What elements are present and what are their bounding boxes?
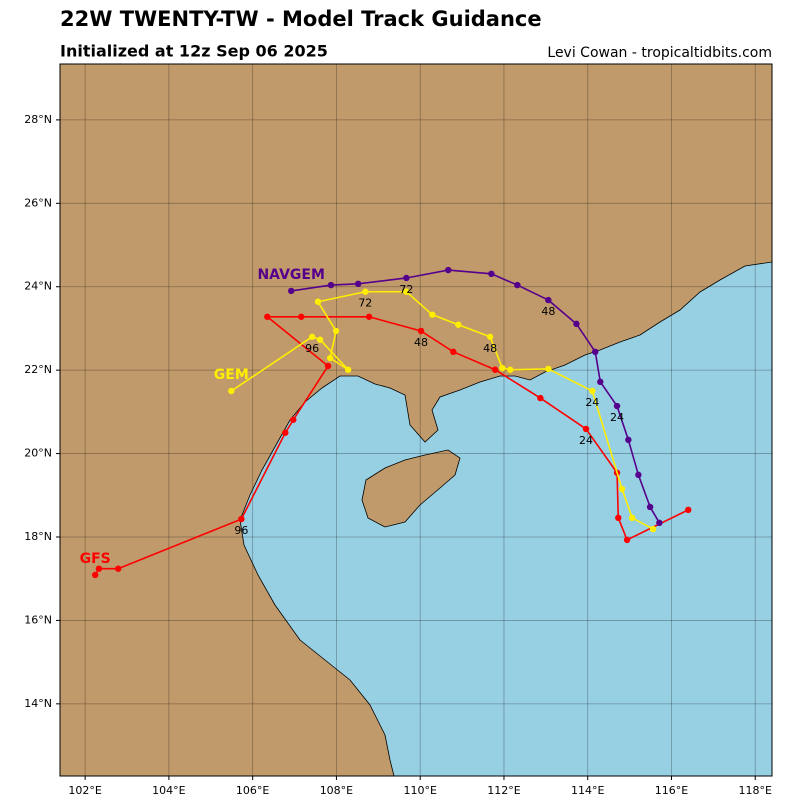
y-tick-label: 22°N — [24, 363, 52, 376]
track-point — [685, 506, 692, 514]
track-point — [403, 288, 410, 295]
hour-label: 72 — [399, 283, 413, 296]
track-point — [355, 280, 362, 288]
track-point — [597, 378, 604, 386]
ticks: 102°E 104°E 106°E 108°E 110°E 112°E 114°E 116°E… — [24, 113, 772, 797]
track-point — [316, 336, 324, 343]
track-point — [362, 288, 369, 295]
track-point — [582, 425, 590, 433]
track-point — [656, 519, 663, 527]
track-point — [491, 366, 499, 373]
x-tick-label: 114°E — [571, 784, 604, 797]
track-point — [514, 281, 521, 289]
title: 22W TWENTY-TW - Model Track Guidance — [60, 7, 542, 31]
track-point — [228, 387, 235, 395]
track-point — [365, 313, 373, 320]
track-point — [326, 354, 334, 362]
track-point — [625, 436, 632, 444]
y-tick-label: 14°N — [24, 697, 52, 710]
hour-label: 24 — [585, 396, 599, 409]
y-tick-label: 26°N — [24, 196, 52, 209]
track-point — [613, 402, 621, 410]
track-point — [649, 525, 657, 533]
track-point — [238, 515, 245, 523]
frame — [59, 63, 773, 777]
track-point — [403, 274, 410, 282]
track-point — [545, 365, 552, 373]
hour-label: 96 — [234, 524, 248, 537]
track-point — [298, 313, 305, 320]
track-point — [264, 313, 271, 320]
island — [361, 449, 461, 528]
track-point — [628, 514, 636, 522]
track-point — [282, 429, 289, 436]
track-point — [327, 281, 335, 289]
track-point — [429, 311, 436, 318]
hour-label: 48 — [483, 342, 497, 355]
track-point — [417, 327, 425, 335]
x-tick-label: 106°E — [236, 784, 269, 797]
track-point — [324, 362, 332, 370]
track-point — [344, 366, 352, 373]
credit: Levi Cowan - tropicaltidbits.com — [547, 45, 772, 61]
hour-label: 96 — [305, 342, 319, 355]
track-point — [615, 514, 622, 522]
track-point — [91, 571, 99, 579]
track-name: GEM — [214, 367, 249, 383]
grid — [60, 64, 772, 776]
track-point — [499, 364, 506, 372]
y-tick-label: 28°N — [24, 113, 52, 126]
x-tick-label: 112°E — [487, 784, 520, 797]
track-point — [486, 333, 494, 340]
hour-label: 72 — [358, 297, 372, 310]
track-point — [537, 394, 544, 402]
x-tick-label: 118°E — [739, 784, 772, 797]
track-point — [95, 565, 103, 572]
land — [60, 64, 772, 776]
track-point — [332, 327, 340, 335]
track-point — [592, 348, 599, 356]
x-tick-label: 104°E — [152, 784, 185, 797]
track-point — [455, 321, 462, 328]
x-tick-label: 110°E — [403, 784, 436, 797]
hour-label: 48 — [414, 336, 428, 349]
track-point — [635, 471, 642, 479]
track-point — [589, 387, 596, 395]
track-point — [287, 287, 295, 295]
hour-label: 24 — [579, 434, 593, 447]
track-point — [445, 266, 452, 274]
y-tick-label: 18°N — [24, 530, 52, 543]
map-area: 24 48 96 GFS 24 48 72 96 GEM 24 48 72 NAVGEM — [60, 64, 772, 776]
y-tick-label: 24°N — [24, 280, 52, 293]
track-point — [488, 270, 495, 278]
track-point — [646, 503, 654, 511]
x-tick-label: 116°E — [655, 784, 688, 797]
track-point — [290, 416, 297, 423]
track-point — [308, 333, 316, 340]
track-point — [618, 485, 626, 493]
track-point — [623, 536, 631, 544]
x-tick-label: 108°E — [320, 784, 353, 797]
track-name: NAVGEM — [257, 267, 324, 283]
x-tick-label: 102°E — [68, 784, 101, 797]
track-point — [314, 298, 322, 305]
track-point — [450, 348, 457, 356]
hour-label: 24 — [610, 411, 624, 424]
track-line — [291, 269, 661, 524]
track-name: GFS — [80, 551, 111, 567]
subtitle: Initialized at 12z Sep 06 2025 — [60, 42, 328, 61]
track-point — [507, 366, 514, 373]
hour-label: 48 — [541, 305, 555, 318]
tracks: 24 48 96 GFS 24 48 72 96 GEM 24 48 72 NAVGEM — [80, 266, 692, 579]
y-tick-label: 16°N — [24, 613, 52, 626]
y-tick-label: 20°N — [24, 447, 52, 460]
track-point — [545, 296, 552, 304]
track-point — [115, 565, 122, 572]
track-point — [573, 320, 580, 328]
